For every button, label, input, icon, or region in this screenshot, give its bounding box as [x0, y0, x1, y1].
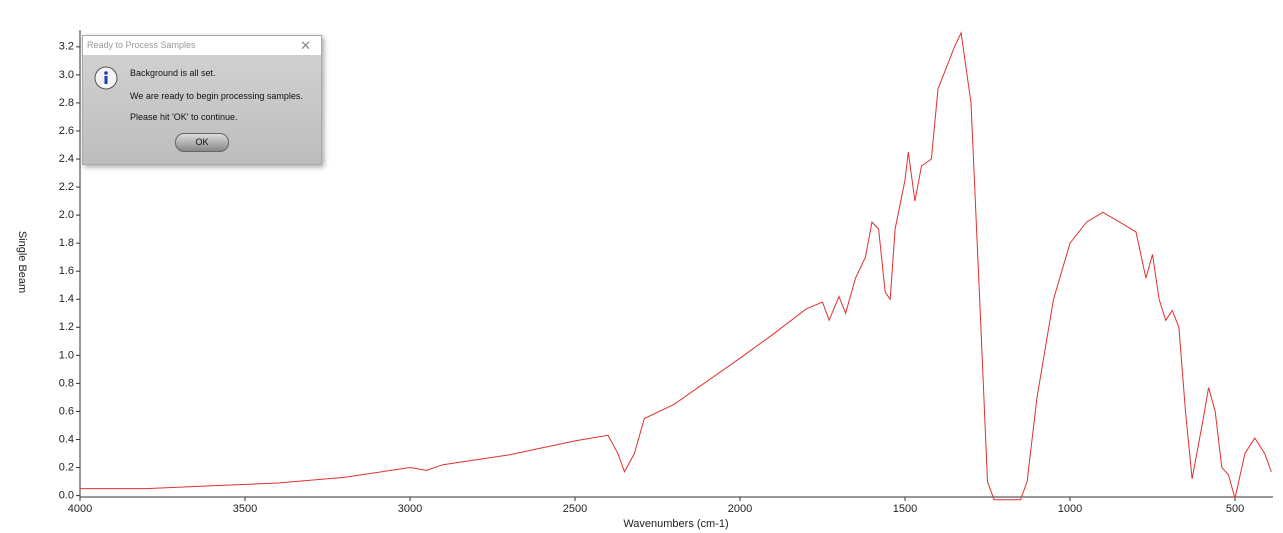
y-tick-label: 1.6	[59, 265, 74, 277]
y-tick-label: 2.0	[59, 209, 74, 221]
info-icon	[94, 66, 118, 90]
y-tick-label: 3.0	[59, 69, 74, 81]
x-tick-label: 1500	[893, 503, 917, 515]
message-line: We are ready to begin processing samples…	[130, 91, 303, 101]
close-button[interactable]: ✕	[300, 38, 311, 53]
ok-button[interactable]: OK	[175, 133, 229, 152]
x-tick-label: 3000	[398, 503, 422, 515]
dialog: Ready to Process Samples ✕ Background is …	[82, 35, 322, 165]
y-tick-label: 0.0	[59, 490, 74, 502]
y-tick-label: 2.8	[59, 97, 74, 109]
y-axis-label: Single Beam	[16, 231, 28, 293]
dialog-titlebar: Ready to Process Samples ✕	[83, 36, 321, 55]
message-line: Please hit 'OK' to continue.	[130, 112, 238, 122]
y-tick-label: 2.6	[59, 125, 74, 137]
x-axis-label: Wavenumbers (cm-1)	[623, 518, 728, 530]
y-tick-label: 0.4	[59, 433, 74, 445]
y-tick-label: 1.0	[59, 349, 74, 361]
x-tick-label: 1000	[1058, 503, 1082, 515]
x-tick-label: 2500	[563, 503, 587, 515]
x-tick-label: 2000	[728, 503, 752, 515]
message-line: Background is all set.	[130, 68, 216, 78]
y-tick-label: 0.8	[59, 377, 74, 389]
y-tick-label: 0.6	[59, 405, 74, 417]
y-tick-label: 1.8	[59, 237, 74, 249]
y-tick-label: 3.2	[59, 41, 74, 53]
x-tick-label: 500	[1226, 503, 1244, 515]
y-tick-label: 1.4	[59, 293, 74, 305]
x-tick-label: 3500	[233, 503, 257, 515]
y-tick-label: 1.2	[59, 321, 74, 333]
spectrum-line	[80, 31, 1272, 501]
x-tick-label: 4000	[68, 503, 92, 515]
dialog-title: Ready to Process Samples	[87, 40, 196, 50]
y-tick-label: 2.4	[59, 153, 74, 165]
y-tick-label: 0.2	[59, 461, 74, 473]
y-tick-label: 2.2	[59, 181, 74, 193]
